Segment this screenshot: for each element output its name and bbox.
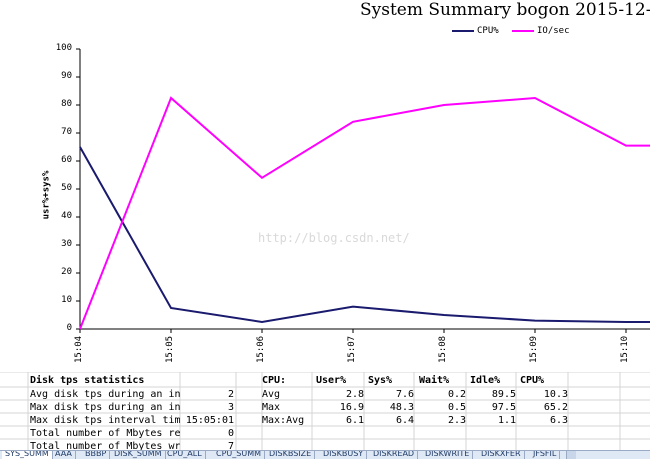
y-tick-label: 30 [48, 239, 72, 249]
disk-row-value: 2 [180, 388, 234, 401]
cpu-value: 16.9 [310, 401, 364, 414]
cpu-value: 7.6 [364, 388, 414, 401]
legend-item-cpu: CPU% [452, 26, 499, 36]
x-tick-label: 15:08 [438, 336, 448, 363]
legend-label-io: IO/sec [537, 26, 570, 36]
disk-row-label: Total number of Mbytes writ [30, 440, 180, 450]
cpu-value: 65.2 [516, 401, 568, 414]
y-tick-label: 40 [48, 211, 72, 221]
disk-row-value: 0 [180, 427, 234, 440]
disk-row-label: Max disk tps interval time: [30, 414, 180, 427]
cpu-value: 0.2 [414, 388, 466, 401]
x-tick-label: 15:05 [165, 336, 175, 363]
disk-row-label: Max disk tps during an inte [30, 401, 180, 414]
disk-row-label: Total number of Mbytes read [30, 427, 180, 440]
cpu-value: 10.3 [516, 388, 568, 401]
cpu-row-label: Max:Avg [262, 414, 312, 427]
legend-swatch-io [512, 30, 534, 32]
chart-object[interactable]: System Summary bogon 2015-12-5 CPU% IO/s… [0, 0, 650, 372]
cpu-header: Wait% [419, 374, 469, 387]
legend-swatch-cpu [452, 30, 474, 32]
x-tick-label: 15:04 [74, 336, 84, 363]
cpu-row-label: Max [262, 401, 312, 414]
y-tick-label: 70 [48, 127, 72, 137]
x-tick-label: 15:09 [529, 336, 539, 363]
y-tick-label: 90 [48, 71, 72, 81]
y-tick-label: 100 [48, 43, 72, 53]
cpu-value: 97.5 [466, 401, 516, 414]
cpu-value: 2.8 [310, 388, 364, 401]
cpu-header: CPU% [520, 374, 570, 387]
y-tick-label: 80 [48, 99, 72, 109]
y-tick-label: 60 [48, 155, 72, 165]
disk-row-label: Avg disk tps during an inte [30, 388, 180, 401]
x-tick-label: 15:10 [620, 336, 630, 363]
legend-item-io: IO/sec [512, 26, 570, 36]
x-tick-label: 15:07 [347, 336, 357, 363]
cpu-value: 6.4 [364, 414, 414, 427]
y-tick-label: 50 [48, 183, 72, 193]
line-chart [0, 0, 650, 372]
chart-title: System Summary bogon 2015-12-5 [360, 0, 650, 20]
cpu-value: 6.1 [310, 414, 364, 427]
disk-heading: Disk tps statistics [30, 374, 230, 387]
cpu-value: 89.5 [466, 388, 516, 401]
disk-row-value: 7 [180, 440, 234, 450]
cpu-header: Idle% [470, 374, 520, 387]
cpu-row-label: Avg [262, 388, 312, 401]
cpu-header: CPU: [262, 374, 314, 387]
watermark-text: http://blog.csdn.net/ [258, 231, 410, 245]
disk-row-value: 15:05:01 [180, 414, 234, 427]
cpu-value: 6.3 [516, 414, 568, 427]
stats-table: Disk tps statistics Avg disk tps during … [0, 372, 650, 450]
disk-row-value: 3 [180, 401, 234, 414]
y-tick-label: 20 [48, 267, 72, 277]
cpu-value: 0.5 [414, 401, 466, 414]
cpu-value: 48.3 [364, 401, 414, 414]
cpu-value: 1.1 [466, 414, 516, 427]
y-tick-label: 0 [48, 323, 72, 333]
cpu-value: 2.3 [414, 414, 466, 427]
legend-label-cpu: CPU% [477, 26, 499, 36]
cpu-header: User% [316, 374, 366, 387]
series-line-io [80, 98, 650, 329]
x-tick-label: 15:06 [256, 336, 266, 363]
y-tick-label: 10 [48, 295, 72, 305]
cpu-header: Sys% [368, 374, 418, 387]
